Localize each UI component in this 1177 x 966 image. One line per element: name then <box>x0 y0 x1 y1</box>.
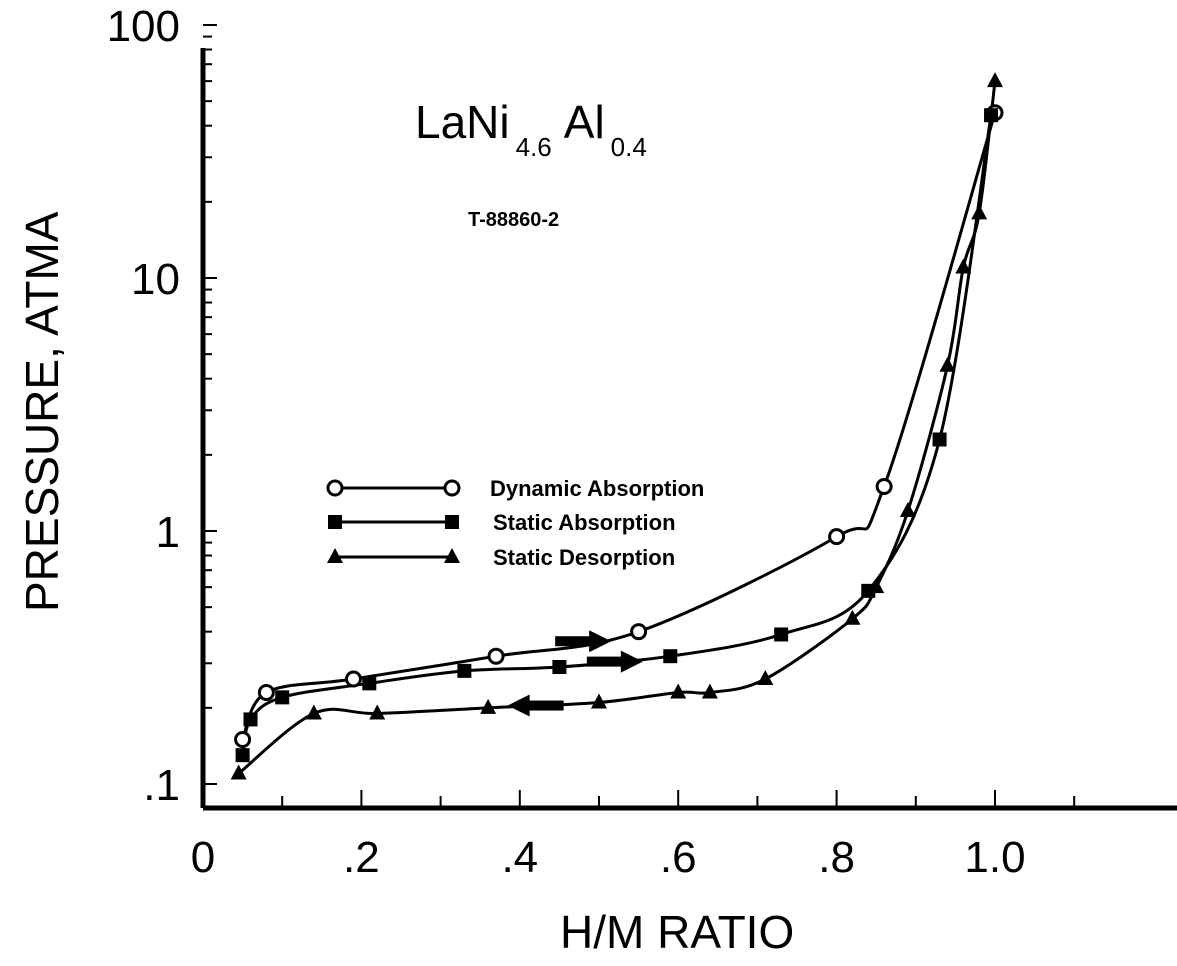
data-point-open-circle <box>257 683 275 701</box>
data-point-open-circle <box>875 477 893 495</box>
data-point-filled-square <box>932 432 947 447</box>
direction-arrow-absorption <box>555 630 612 653</box>
x-tick-label: .4 <box>501 833 538 882</box>
data-point-filled-triangle <box>868 578 885 594</box>
legend-marker-open-circle <box>443 479 461 497</box>
x-tick-label: 1.0 <box>964 833 1025 882</box>
data-point-open-circle <box>344 670 362 688</box>
y-tick-label: 100 <box>107 2 180 51</box>
y-tick-label: 1 <box>156 508 180 557</box>
series-line-0 <box>241 112 997 741</box>
x-tick-label: .8 <box>818 833 855 882</box>
y-tick-label: .1 <box>143 761 180 810</box>
legend-marker-filled-square <box>445 515 459 529</box>
data-point-open-circle <box>487 647 505 665</box>
data-point-filled-square <box>362 676 377 691</box>
x-tick-label: .6 <box>660 833 697 882</box>
y-axis-title: PRESSURE, ATMA <box>16 211 68 612</box>
data-point-open-circle <box>234 730 252 748</box>
legend-label-dynamic-absorption: Dynamic Absorption <box>490 476 704 501</box>
x-axis-title: H/M RATIO <box>560 906 794 958</box>
series-line-2 <box>237 80 997 775</box>
y-tick-label: 10 <box>131 255 180 304</box>
legend: Dynamic Absorption Static Absorption Sta… <box>326 476 704 570</box>
legend-label-static-absorption: Static Absorption <box>493 510 676 535</box>
data-point-filled-square <box>984 108 999 123</box>
arrow-shaft <box>586 656 623 667</box>
legend-marker-filled-square <box>328 515 342 529</box>
legend-marker-filled-triangle <box>444 548 460 563</box>
direction-arrows <box>507 630 643 717</box>
data-point-filled-square <box>663 649 678 664</box>
arrow-head <box>589 630 612 653</box>
data-point-filled-triangle <box>670 683 687 699</box>
data-point-filled-square <box>275 690 290 705</box>
chart-annotation: T-88860-2 <box>468 209 559 231</box>
data-point-filled-triangle <box>899 501 916 517</box>
arrow-shaft <box>555 636 592 647</box>
data-point-filled-triangle <box>305 704 322 720</box>
data-point-open-circle <box>630 623 648 641</box>
arrow-shaft <box>527 700 564 711</box>
data-point-filled-square <box>457 663 472 678</box>
direction-arrow-absorption <box>586 650 643 673</box>
x-tick-group: 0 .2 .4 .6 .8 1.0 <box>191 790 1076 882</box>
data-point-filled-square <box>552 660 567 675</box>
data-point-filled-triangle <box>987 72 1003 88</box>
title-subscript-2: 0.4 <box>611 132 647 162</box>
data-point-filled-triangle <box>757 670 774 686</box>
data-point-filled-triangle <box>230 764 247 780</box>
data-point-filled-triangle <box>480 698 497 714</box>
data-point-filled-triangle <box>701 683 718 699</box>
title-base-2: Al <box>564 96 605 148</box>
title-subscript-1: 4.6 <box>516 132 552 162</box>
data-point-filled-triangle <box>844 609 861 625</box>
title-base-1: LaNi <box>415 96 510 148</box>
data-point-filled-triangle <box>955 258 972 274</box>
data-point-filled-triangle <box>939 356 956 372</box>
x-tick-label: .2 <box>343 833 380 882</box>
data-point-open-circle <box>828 528 846 546</box>
legend-label-static-desorption: Static Desorption <box>493 545 675 570</box>
legend-marker-open-circle <box>326 479 344 497</box>
chart-title: LaNi 4.6 Al 0.4 <box>415 96 647 162</box>
legend-marker-filled-triangle <box>327 548 343 563</box>
data-point-filled-square <box>774 627 789 642</box>
series-curves <box>237 80 997 775</box>
data-point-filled-square <box>235 748 250 763</box>
y-tick-group: .1 1 10 100 <box>107 2 217 810</box>
data-point-filled-triangle <box>369 704 386 720</box>
arrow-head <box>620 650 643 673</box>
series-markers <box>230 72 1004 780</box>
data-point-filled-triangle <box>971 204 988 220</box>
direction-arrow-desorption <box>507 694 564 717</box>
arrow-head <box>507 694 530 717</box>
x-tick-label: 0 <box>191 833 215 882</box>
data-point-filled-triangle <box>591 693 607 709</box>
data-point-filled-square <box>243 712 258 727</box>
